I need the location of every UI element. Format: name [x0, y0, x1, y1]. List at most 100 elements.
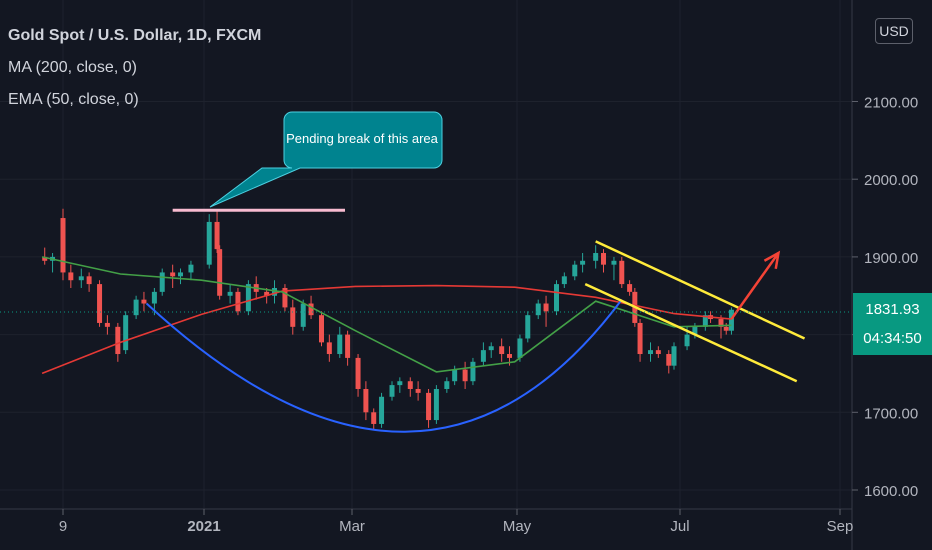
candle-body [666, 354, 672, 366]
cup-arc [145, 299, 623, 433]
candle-body [462, 369, 468, 382]
candle-body [561, 276, 567, 285]
candle-body [60, 218, 66, 273]
candle-body [235, 291, 241, 312]
price-tick-label: 1600.00 [864, 483, 918, 500]
candle-body [389, 385, 395, 397]
candle-body [543, 303, 549, 312]
candle-body [433, 388, 439, 421]
candle-body [601, 253, 606, 265]
candle-body [290, 307, 296, 327]
candle-body [115, 326, 121, 355]
candle-body [159, 272, 165, 292]
candle-body [227, 291, 233, 296]
candle-body [68, 272, 74, 281]
candle-body [499, 346, 505, 355]
candle-body [272, 287, 277, 296]
candle-body [214, 221, 220, 250]
drawings-front[interactable] [145, 208, 806, 433]
arrow-head [763, 250, 781, 269]
candle-body [42, 256, 48, 261]
time-axis[interactable]: 9 2021 Mar May Jul Sep [59, 509, 854, 535]
candle-body [104, 322, 110, 327]
candle-body [151, 291, 157, 304]
candle-body [671, 346, 677, 366]
candle-body [637, 322, 643, 355]
bar-countdown: 04:34:50 [863, 330, 922, 347]
candle-body [507, 354, 512, 358]
time-tick-label: 9 [59, 518, 67, 535]
candle-body [217, 249, 223, 296]
candle-body [133, 299, 139, 316]
indicator-lines [41, 256, 732, 375]
candle-body [78, 276, 84, 281]
candle-body [86, 276, 92, 285]
ema-legend[interactable]: EMA (50, close, 0) [8, 91, 139, 108]
candle-body [723, 326, 729, 331]
candle-body [728, 309, 734, 331]
ma200-line [41, 284, 732, 375]
candle-body [188, 264, 194, 273]
candle-body [319, 315, 324, 343]
candle-body [525, 315, 531, 339]
time-tick-label: Mar [339, 518, 365, 535]
candle-body [379, 396, 385, 424]
candle-body [580, 260, 586, 265]
candle-body [452, 369, 458, 382]
candle-body [692, 326, 698, 335]
price-tick-label: 2000.00 [864, 172, 918, 189]
candle-body [178, 272, 183, 277]
candle-body [554, 284, 559, 312]
candle-body [611, 260, 617, 265]
chart-legend: Gold Spot / U.S. Dollar, 1D, FXCM MA (20… [8, 20, 261, 116]
candle-body [355, 357, 361, 389]
callout-bubble[interactable] [209, 111, 443, 208]
candle-body [470, 361, 476, 382]
candle-body [326, 342, 332, 355]
annotation-text[interactable]: Pending break of this area [286, 131, 438, 146]
symbol-title[interactable]: Gold Spot / U.S. Dollar, 1D, FXCM [8, 27, 262, 44]
candle-body [264, 291, 270, 296]
candle-body [407, 381, 413, 389]
candle-body [426, 392, 432, 421]
candle-body [206, 221, 212, 265]
price-tick-label: 1700.00 [864, 405, 918, 422]
candle-body [245, 284, 251, 312]
time-tick-label: May [503, 518, 532, 535]
candle-body [488, 346, 494, 351]
candle-body [655, 350, 661, 355]
annotation-callout[interactable] [209, 111, 443, 208]
candle-body [397, 381, 403, 386]
channel-upper [595, 240, 806, 340]
price-tick-label: 1900.00 [864, 250, 918, 267]
time-tick-label: Sep [827, 518, 854, 535]
currency-button[interactable]: USD [875, 18, 913, 44]
candle-body [480, 350, 486, 362]
breakout-arrow [730, 252, 780, 320]
candle-body [337, 334, 343, 355]
candle-body [593, 253, 599, 261]
candle-body [123, 315, 129, 351]
price-tick-label: 2100.00 [864, 95, 918, 112]
last-price-tag: 1831.93 04:34:50 [853, 293, 932, 355]
candle-body [415, 388, 421, 393]
candle-body [648, 350, 653, 355]
candle-body [619, 260, 625, 285]
candle-body [300, 303, 306, 327]
candle-body [702, 315, 708, 327]
time-tick-label: 2021 [187, 518, 220, 535]
candle-body [444, 381, 450, 389]
candle-body [718, 319, 724, 327]
candle-body [170, 272, 176, 277]
candle-body [363, 388, 369, 413]
last-price-value: 1831.93 [865, 301, 920, 318]
candle-body [535, 303, 541, 316]
candle-body [684, 334, 690, 347]
candle-body [308, 303, 314, 316]
candle-body [572, 264, 578, 277]
time-tick-label: Jul [670, 518, 689, 535]
candle-body [141, 299, 147, 304]
ma-legend[interactable]: MA (200, close, 0) [8, 59, 137, 76]
candle-body [282, 287, 288, 308]
